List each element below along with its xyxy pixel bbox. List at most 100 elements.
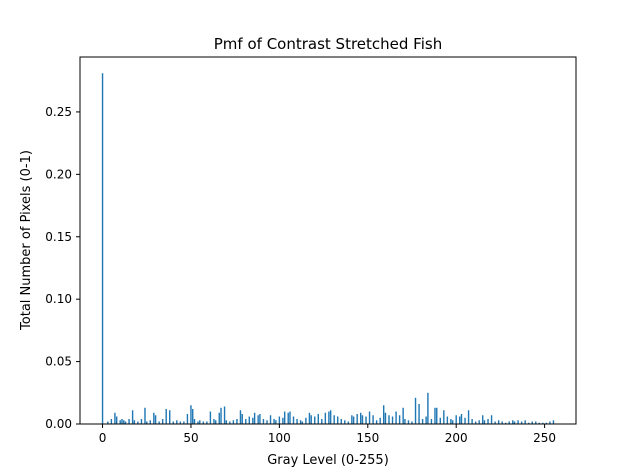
bar-155 (375, 420, 378, 424)
bar-224 (497, 420, 500, 424)
bar-67 (220, 407, 222, 424)
bar-48 (186, 414, 189, 424)
bar-218 (487, 419, 489, 424)
bar-126 (324, 412, 327, 424)
bar-133 (337, 416, 339, 424)
bar-226 (501, 421, 503, 424)
bar-141 (351, 415, 353, 424)
bar-91 (262, 419, 265, 424)
bar-59 (206, 421, 208, 424)
y-tick-label: 0.00 (45, 417, 72, 431)
bar-110 (296, 419, 298, 424)
bar-151 (368, 411, 371, 424)
bar-147 (361, 415, 364, 424)
bar-128 (328, 411, 330, 424)
bar-66 (218, 412, 220, 424)
bar-51 (192, 409, 194, 424)
x-tick-label: 100 (268, 431, 291, 445)
bar-11 (121, 419, 123, 424)
bar-98 (275, 420, 277, 424)
bar-72 (229, 421, 231, 424)
bar-179 (418, 404, 420, 424)
bar-38 (169, 410, 171, 424)
bar-183 (425, 416, 427, 424)
bar-12 (123, 420, 125, 424)
bar-200 (455, 415, 457, 424)
bar-25 (146, 421, 148, 424)
bar-8 (115, 416, 118, 424)
bar-15 (128, 419, 130, 424)
y-ticks: 0.00 0.05 0.10 0.15 0.20 0.25 (45, 105, 80, 431)
bar-74 (232, 420, 235, 424)
bar-34 (161, 419, 164, 424)
bar-85 (252, 417, 254, 424)
x-ticks: 0 50 100 150 200 250 (99, 424, 556, 445)
y-tick-label: 0.05 (45, 355, 72, 369)
bar-153 (372, 415, 374, 424)
x-tick-label: 50 (183, 431, 198, 445)
bar-209 (471, 419, 473, 424)
bar-61 (209, 411, 212, 424)
bar-142 (352, 416, 355, 424)
bar-129 (329, 410, 332, 424)
bar-235 (517, 420, 519, 424)
bar-230 (508, 421, 510, 424)
bar-253 (549, 421, 551, 424)
bar-52 (193, 419, 196, 424)
bar-10 (119, 420, 121, 424)
bar-205 (464, 417, 466, 424)
x-tick-label: 150 (356, 431, 379, 445)
bar-237 (520, 421, 523, 424)
bar-170 (402, 407, 404, 424)
bar-0 (101, 73, 104, 424)
bar-131 (333, 415, 335, 424)
bar-86 (253, 412, 256, 424)
bar-106 (289, 411, 291, 424)
bar-93 (266, 420, 268, 424)
bar-24 (144, 407, 146, 424)
bar-233 (513, 421, 516, 424)
y-tick-label: 0.15 (45, 230, 72, 244)
bar-175 (411, 421, 413, 424)
bar-102 (282, 417, 284, 424)
bar-13 (124, 421, 127, 424)
bar-195 (446, 416, 449, 424)
bar-157 (379, 417, 381, 424)
chart-title: Pmf of Contrast Stretched Fish (214, 35, 442, 53)
bar-222 (494, 421, 496, 424)
bar-103 (283, 411, 286, 424)
bar-177 (414, 397, 417, 424)
bar-108 (292, 416, 295, 424)
bar-76 (236, 419, 238, 424)
bar-112 (299, 420, 302, 424)
bar-144 (356, 414, 358, 424)
bar-63 (213, 419, 215, 424)
bar-255 (552, 420, 555, 424)
bar-78 (239, 410, 242, 424)
bar-203 (460, 414, 463, 424)
bar-27 (149, 420, 151, 424)
bar-18 (133, 420, 136, 424)
x-tick-label: 0 (99, 431, 107, 445)
bar-173 (407, 420, 410, 424)
bar-100 (278, 416, 281, 424)
bar-184 (427, 392, 429, 424)
bar-197 (450, 419, 452, 424)
bar-149 (365, 416, 367, 424)
bar-97 (273, 419, 275, 424)
y-tick-label: 0.25 (45, 105, 72, 119)
bar-95 (269, 415, 272, 424)
bar-69 (223, 406, 226, 424)
x-axis-label: Gray Level (0-255) (267, 453, 389, 468)
bar-135 (340, 419, 342, 424)
bar-81 (245, 419, 247, 424)
bar-64 (215, 420, 217, 424)
bar-213 (478, 420, 480, 424)
bar-171 (404, 419, 406, 424)
bar-191 (439, 417, 441, 424)
bar-40 (172, 421, 174, 424)
bar-243 (531, 421, 533, 424)
bar-146 (360, 412, 362, 424)
bar-207 (467, 410, 470, 424)
